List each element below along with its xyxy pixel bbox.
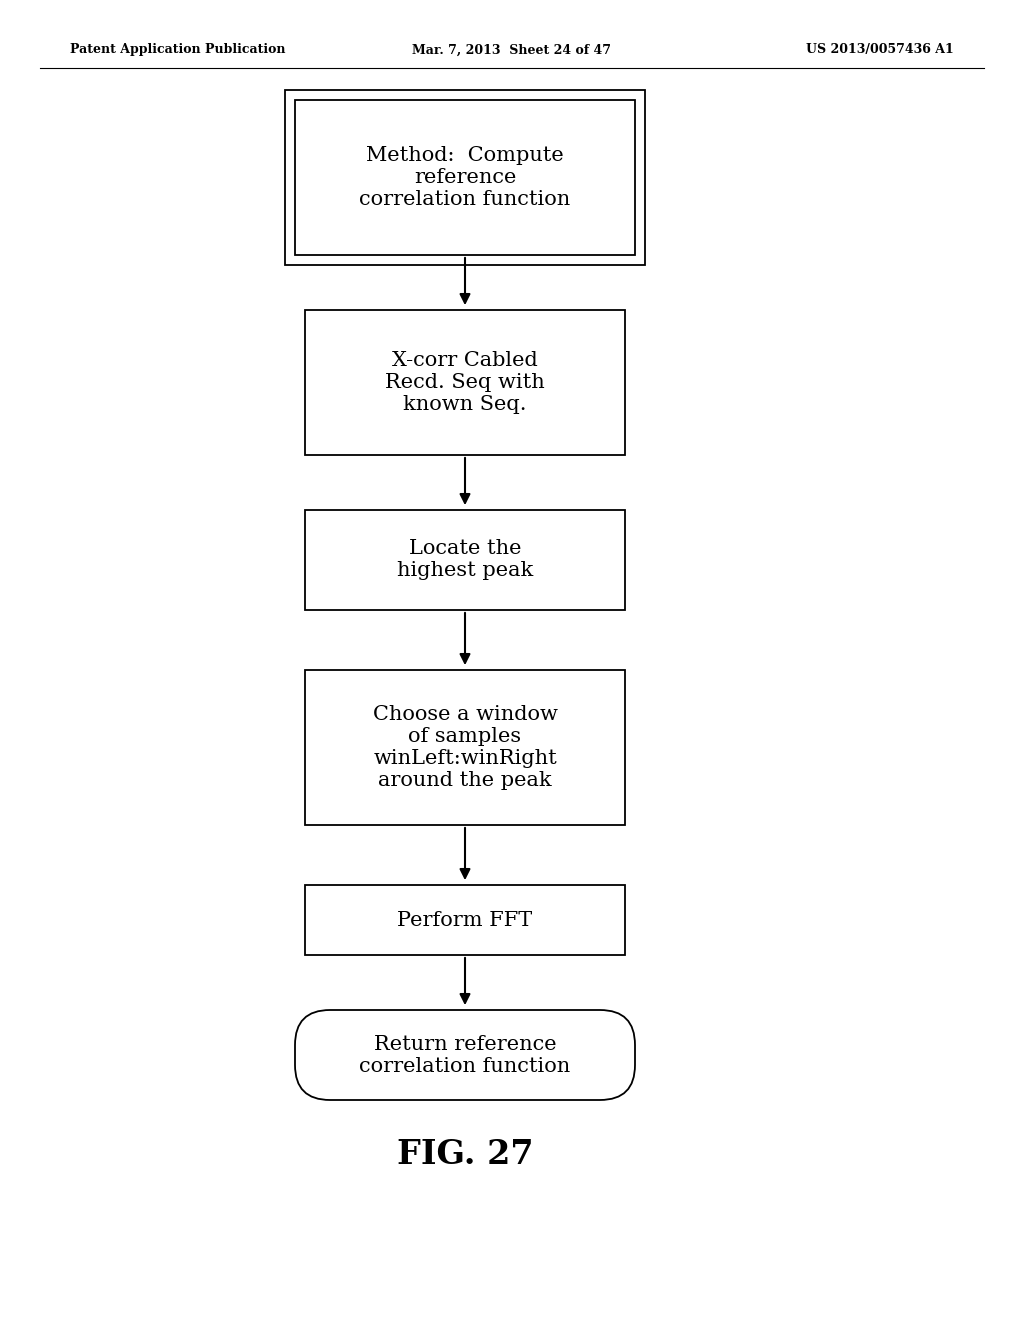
Text: Method:  Compute
reference
correlation function: Method: Compute reference correlation fu… <box>359 147 570 209</box>
Text: FIG. 27: FIG. 27 <box>396 1138 534 1172</box>
FancyBboxPatch shape <box>285 90 645 265</box>
Text: Mar. 7, 2013  Sheet 24 of 47: Mar. 7, 2013 Sheet 24 of 47 <box>413 44 611 57</box>
FancyBboxPatch shape <box>295 100 635 255</box>
Text: US 2013/0057436 A1: US 2013/0057436 A1 <box>806 44 954 57</box>
FancyBboxPatch shape <box>305 310 625 455</box>
Text: Locate the
highest peak: Locate the highest peak <box>397 540 534 581</box>
FancyBboxPatch shape <box>305 510 625 610</box>
Text: Perform FFT: Perform FFT <box>397 911 532 929</box>
FancyBboxPatch shape <box>295 1010 635 1100</box>
Text: X-corr Cabled
Recd. Seq with
known Seq.: X-corr Cabled Recd. Seq with known Seq. <box>385 351 545 414</box>
Text: Choose a window
of samples
winLeft:winRight
around the peak: Choose a window of samples winLeft:winRi… <box>373 705 557 789</box>
Text: Patent Application Publication: Patent Application Publication <box>70 44 286 57</box>
FancyBboxPatch shape <box>305 671 625 825</box>
Text: Return reference
correlation function: Return reference correlation function <box>359 1035 570 1076</box>
FancyBboxPatch shape <box>305 884 625 954</box>
